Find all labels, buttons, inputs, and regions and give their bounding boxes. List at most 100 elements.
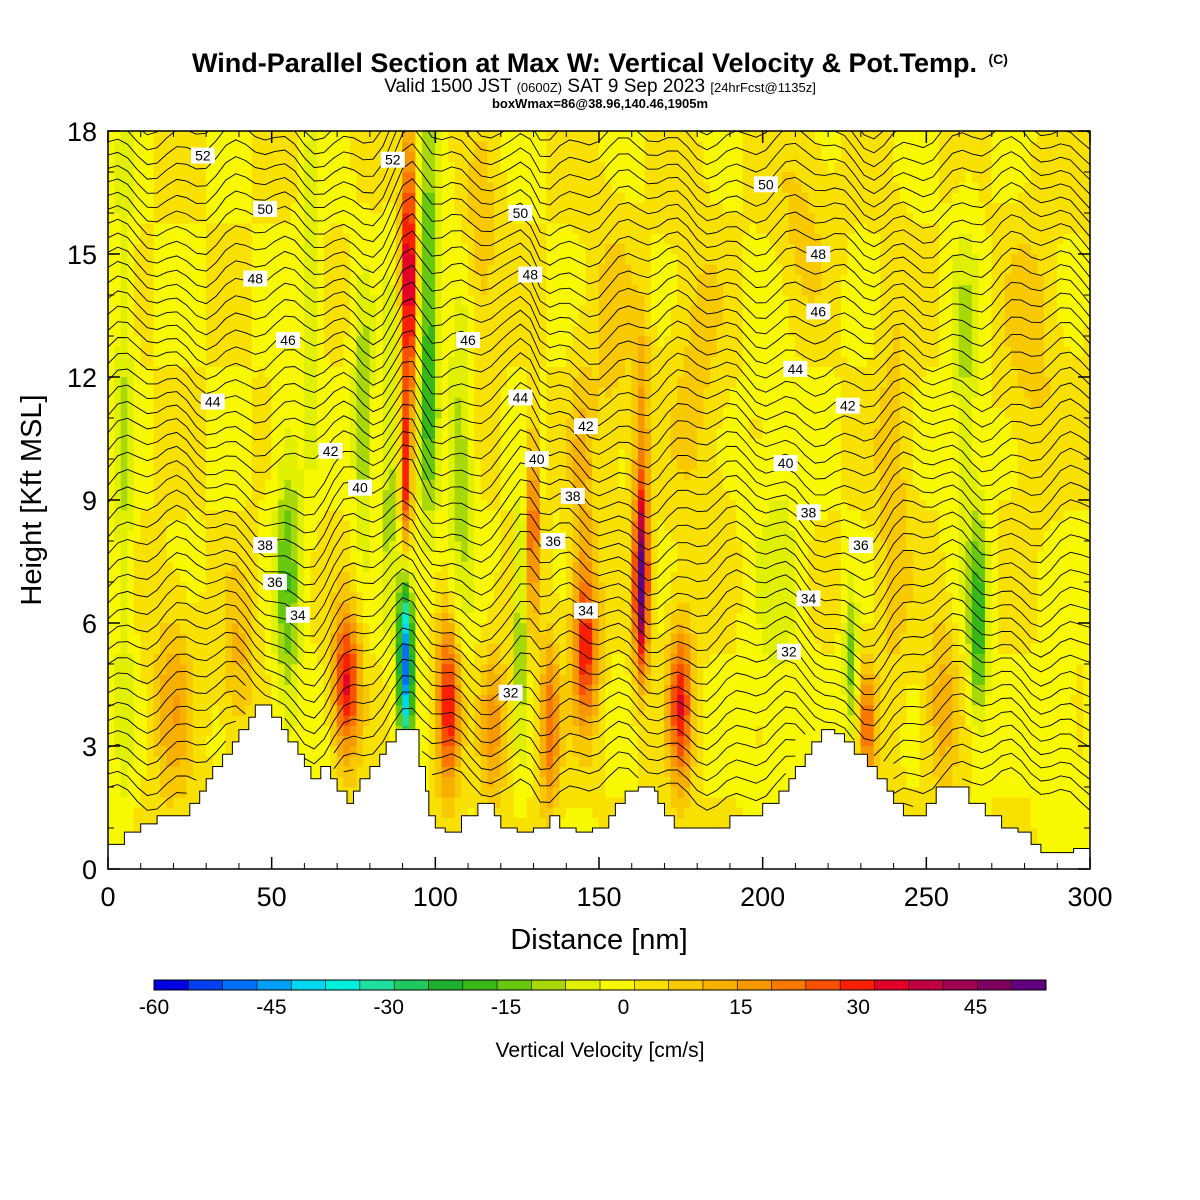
velocity-cell	[258, 304, 266, 316]
velocity-cell	[245, 253, 253, 265]
velocity-cell	[402, 602, 410, 614]
velocity-cell	[212, 356, 220, 368]
velocity-cell	[232, 356, 240, 368]
box-info: boxWmax=86@38.96,140.46,1905m	[491, 96, 709, 111]
velocity-cell	[166, 376, 174, 388]
velocity-cell	[493, 479, 502, 491]
velocity-cell	[376, 427, 384, 439]
velocity-cell	[199, 612, 207, 624]
velocity-cell	[376, 458, 384, 470]
velocity-cell	[448, 315, 456, 327]
velocity-cell	[205, 612, 214, 624]
velocity-cell	[218, 181, 227, 193]
velocity-cell	[435, 591, 443, 603]
velocity-cell	[349, 653, 358, 665]
velocity-cell	[232, 131, 240, 142]
velocity-cell	[284, 509, 292, 521]
velocity-cell	[271, 520, 279, 532]
velocity-cell	[108, 735, 115, 747]
velocity-cell	[212, 192, 220, 204]
velocity-cell	[140, 294, 148, 306]
chart-title-block: Wind-Parallel Section at Max W: Vertical…	[0, 44, 1200, 111]
velocity-cell	[173, 212, 181, 224]
velocity-cell	[330, 304, 338, 316]
velocity-cell	[500, 192, 508, 204]
velocity-cell	[173, 151, 181, 163]
velocity-cell	[441, 489, 449, 501]
velocity-cell	[251, 684, 259, 696]
velocity-cell	[520, 161, 528, 173]
velocity-cell	[415, 684, 423, 696]
velocity-cell	[146, 591, 155, 603]
velocity-cell	[258, 171, 266, 183]
velocity-cell	[317, 468, 325, 480]
velocity-cell	[376, 509, 384, 521]
velocity-cell	[186, 233, 194, 245]
velocity-cell	[277, 325, 286, 337]
velocity-cell	[212, 458, 220, 470]
velocity-cell	[218, 294, 227, 306]
velocity-cell	[212, 479, 220, 491]
velocity-cell	[487, 151, 495, 163]
velocity-cell	[389, 479, 397, 491]
velocity-cell	[369, 653, 377, 665]
velocity-cell	[120, 448, 128, 460]
velocity-cell	[192, 684, 200, 696]
velocity-cell	[336, 284, 344, 296]
velocity-cell	[539, 171, 547, 183]
velocity-cell	[114, 151, 122, 163]
velocity-cell	[127, 427, 135, 439]
velocity-cell	[218, 489, 227, 501]
velocity-cell	[552, 509, 561, 521]
velocity-cell	[127, 243, 135, 255]
velocity-cell	[336, 222, 344, 234]
velocity-cell	[199, 745, 207, 757]
velocity-cell	[127, 304, 135, 316]
velocity-cell	[539, 663, 547, 675]
velocity-cell	[238, 325, 246, 337]
velocity-cell	[539, 376, 547, 388]
velocity-cell	[153, 397, 161, 409]
velocity-cell	[192, 591, 200, 603]
velocity-cell	[507, 673, 515, 685]
velocity-cell	[402, 253, 410, 265]
velocity-cell	[251, 325, 259, 337]
velocity-cell	[454, 673, 462, 685]
velocity-cell	[507, 407, 515, 419]
velocity-cell	[120, 704, 128, 716]
velocity-cell	[395, 694, 403, 706]
velocity-cell	[480, 663, 489, 675]
velocity-cell	[173, 263, 181, 275]
velocity-cell	[376, 397, 384, 409]
velocity-cell	[140, 345, 148, 357]
velocity-cell	[153, 786, 161, 798]
velocity-cell	[317, 233, 325, 245]
velocity-cell	[487, 263, 495, 275]
velocity-cell	[245, 591, 253, 603]
velocity-cell	[428, 530, 436, 542]
velocity-cell	[291, 509, 299, 521]
velocity-cell	[284, 632, 292, 644]
velocity-cell	[454, 253, 462, 265]
velocity-cell	[140, 356, 148, 368]
velocity-cell	[330, 530, 338, 542]
velocity-cell	[526, 725, 534, 737]
velocity-cell	[127, 714, 135, 726]
velocity-cell	[291, 274, 299, 286]
velocity-cell	[533, 745, 541, 757]
velocity-cell	[552, 458, 561, 470]
velocity-cell	[343, 386, 351, 398]
velocity-cell	[474, 622, 482, 634]
velocity-cell	[199, 509, 207, 521]
velocity-cell	[552, 468, 561, 480]
velocity-cell	[408, 714, 416, 726]
velocity-cell	[533, 427, 541, 439]
velocity-cell	[520, 581, 528, 593]
velocity-cell	[435, 796, 443, 808]
velocity-cell	[421, 653, 430, 665]
velocity-cell	[186, 622, 194, 634]
velocity-cell	[402, 499, 410, 511]
velocity-cell	[336, 571, 344, 583]
velocity-cell	[415, 356, 423, 368]
velocity-cell	[120, 274, 128, 286]
